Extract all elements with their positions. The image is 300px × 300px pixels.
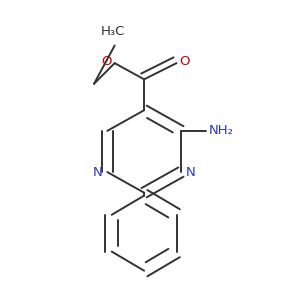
Text: O: O: [179, 55, 190, 68]
Text: O: O: [101, 55, 112, 68]
Text: H₃C: H₃C: [101, 25, 125, 38]
Text: NH₂: NH₂: [209, 124, 234, 137]
Text: N: N: [93, 166, 103, 178]
Text: N: N: [185, 166, 195, 178]
